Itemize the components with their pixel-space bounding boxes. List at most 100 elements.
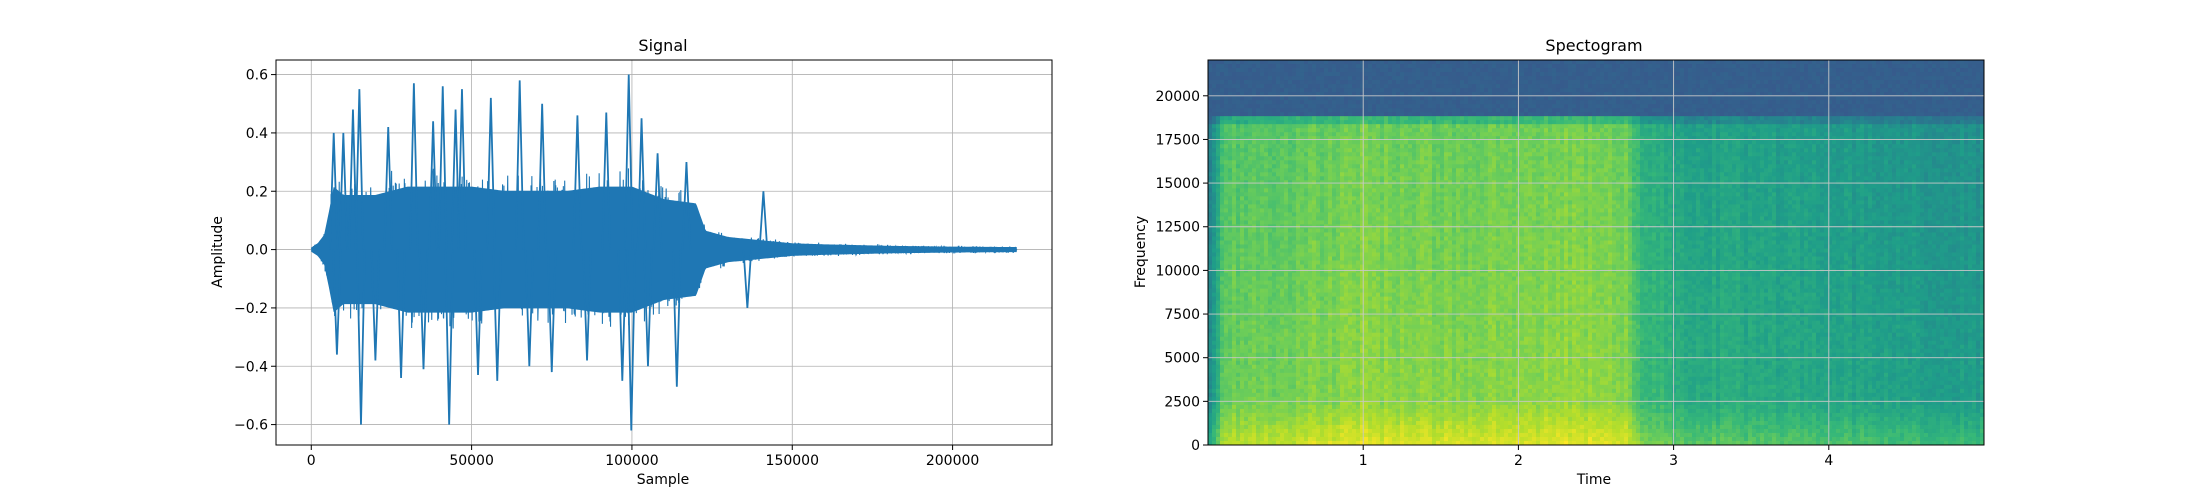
spectrogram-cell xyxy=(1320,168,1325,173)
spectrogram-cell xyxy=(1256,312,1261,318)
spectrogram-cell xyxy=(1340,400,1345,406)
spectrogram-cell xyxy=(1212,168,1217,173)
spectrogram-cell xyxy=(1288,72,1293,77)
spectrogram-cell xyxy=(1296,312,1301,318)
spectrogram-cell xyxy=(1208,84,1213,89)
spectrogram-cell xyxy=(1304,216,1309,221)
spectrogram-cell xyxy=(1400,160,1405,165)
spectrogram-cell xyxy=(1220,324,1225,330)
spectrogram-cell xyxy=(1348,432,1353,438)
spectrogram-cell xyxy=(1328,184,1333,189)
spectrogram-cell xyxy=(1216,372,1221,378)
spectrogram-cell xyxy=(1340,388,1345,394)
spectrogram-cell xyxy=(1280,376,1285,382)
spectrogram-cell xyxy=(1388,188,1393,193)
spectrogram-cell xyxy=(1348,440,1353,446)
spectrogram-cell xyxy=(1304,176,1309,181)
spectrogram-cell xyxy=(1296,288,1301,294)
spectrogram-cell xyxy=(1400,248,1405,253)
spectrogram-cell xyxy=(1408,292,1413,298)
spectrogram-cell xyxy=(1264,424,1269,430)
spectrogram-cell xyxy=(1404,284,1409,290)
spectrogram-cell xyxy=(1372,320,1377,326)
spectrogram-cell xyxy=(1252,280,1257,286)
spectrogram-cell xyxy=(1208,76,1213,81)
spectrogram-cell xyxy=(1252,272,1257,278)
spectrogram-cell xyxy=(1224,152,1229,157)
spectrogram-cell xyxy=(1236,88,1241,93)
spectrogram-cell xyxy=(1312,280,1317,286)
spectrogram-cell xyxy=(1316,104,1321,109)
spectrogram-cell xyxy=(1272,228,1277,233)
spectrogram-cell xyxy=(1228,280,1233,286)
spectrogram-cell xyxy=(1276,192,1281,197)
spectrogram-cell xyxy=(1332,344,1337,350)
spectrogram-cell xyxy=(1372,152,1377,157)
spectrogram-cell xyxy=(1320,88,1325,93)
spectrogram-cell xyxy=(1400,408,1405,414)
spectrogram-cell xyxy=(1304,60,1309,65)
spectrogram-cell xyxy=(1268,336,1273,342)
spectrogram-cell xyxy=(1240,76,1245,81)
spectrogram-cell xyxy=(1232,216,1237,221)
spectrogram-cell xyxy=(1340,308,1345,314)
spectrogram-cell xyxy=(1224,156,1229,161)
spectrogram-cell xyxy=(1388,288,1393,294)
spectrogram-cell xyxy=(1376,304,1381,310)
spectrogram-cell xyxy=(1396,144,1401,149)
spectrogram-cell xyxy=(1356,128,1361,133)
spectrogram-cell xyxy=(1208,340,1213,346)
spectrogram-cell xyxy=(1228,132,1233,137)
spectrogram-cell xyxy=(1384,320,1389,326)
spectrogram-cell xyxy=(1268,424,1273,430)
spectrogram-cell xyxy=(1264,296,1269,302)
spectrogram-cell xyxy=(1328,180,1333,185)
spectrogram-cell xyxy=(1236,256,1241,262)
spectrogram-cell xyxy=(1284,184,1289,189)
spectrogram-cell xyxy=(1364,296,1369,302)
spectrogram-cell xyxy=(1284,280,1289,286)
spectrogram-cell xyxy=(1312,132,1317,137)
spectrogram-cell xyxy=(1388,120,1393,125)
spectrogram-cell xyxy=(1304,188,1309,193)
spectrogram-cell xyxy=(1396,184,1401,189)
spectrogram-cell xyxy=(1228,228,1233,233)
spectrogram-cell xyxy=(1336,188,1341,193)
spectrogram-cell xyxy=(1300,156,1305,161)
spectrogram-cell xyxy=(1408,308,1413,314)
spectrogram-cell xyxy=(1224,272,1229,278)
spectrogram-cell xyxy=(1340,88,1345,93)
spectrogram-cell xyxy=(1340,364,1345,370)
spectrogram-cell xyxy=(1376,380,1381,386)
spectrogram-cell xyxy=(1276,208,1281,213)
spectrogram-cell xyxy=(1344,280,1349,286)
spectrogram-cell xyxy=(1308,168,1313,173)
spectrogram-cell xyxy=(1212,152,1217,157)
spectrogram-cell xyxy=(1208,324,1213,330)
spectrogram-cell xyxy=(1388,176,1393,181)
spectrogram-cell xyxy=(1392,168,1397,173)
spectrogram-cell xyxy=(1320,176,1325,181)
spectrogram-cell xyxy=(1388,384,1393,390)
spectrogram-cell xyxy=(1208,308,1213,314)
signal-spike xyxy=(547,249,557,373)
spectrogram-cell xyxy=(1208,192,1213,197)
spectrogram-cell xyxy=(1276,88,1281,93)
spectrogram-cell xyxy=(1360,100,1365,105)
spectrogram-cell xyxy=(1368,360,1373,366)
spectrogram-cell xyxy=(1256,292,1261,298)
spectrogram-cell xyxy=(1336,148,1341,153)
spectrogram-cell xyxy=(1392,332,1397,338)
spectrogram-cell xyxy=(1272,88,1277,93)
spectrogram-cell xyxy=(1364,112,1369,117)
spectrogram-cell xyxy=(1256,272,1261,278)
spectrogram-cell xyxy=(1308,180,1313,185)
spectrogram-cell xyxy=(1292,352,1297,358)
spectrogram-cell xyxy=(1392,156,1397,161)
spectrogram-cell xyxy=(1244,260,1249,266)
spectrogram-cell xyxy=(1392,364,1397,370)
spectrogram-cell xyxy=(1352,140,1357,145)
spectrogram-cell xyxy=(1352,396,1357,402)
spectrogram-cell xyxy=(1408,184,1413,189)
spectrogram-cell xyxy=(1288,104,1293,109)
